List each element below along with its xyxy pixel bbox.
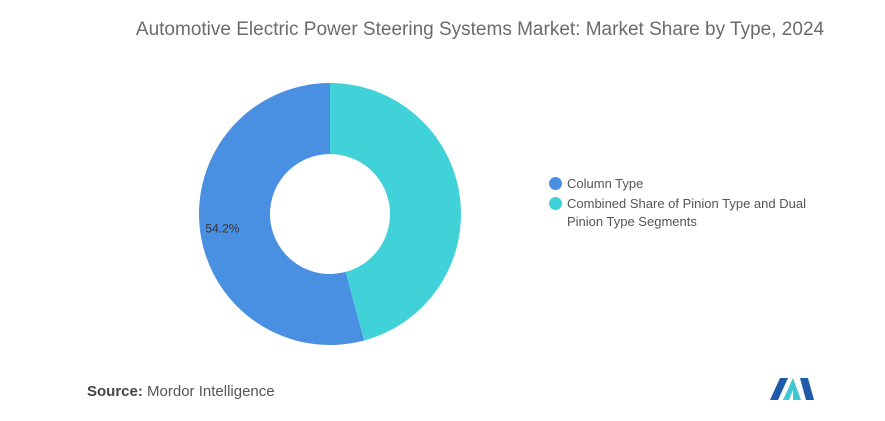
- legend-label-pinion-type: Combined Share of Pinion Type and Dual P…: [567, 196, 806, 229]
- legend-item-column-type: Column Type: [549, 175, 839, 193]
- legend-label-column-type: Column Type: [567, 176, 644, 191]
- source-line: Source: Mordor Intelligence: [87, 383, 275, 400]
- donut-slice-1: [198, 83, 365, 345]
- legend-swatch-column-type: [549, 177, 562, 190]
- logo-left-shape: [770, 378, 788, 400]
- logo-right-shape: [800, 378, 814, 400]
- source-prefix: Source:: [87, 383, 143, 400]
- legend-item-pinion-type: Combined Share of Pinion Type and Dual P…: [549, 195, 839, 231]
- chart-legend: Column Type Combined Share of Pinion Typ…: [549, 175, 839, 233]
- chart-title: Automotive Electric Power Steering Syste…: [135, 19, 825, 40]
- legend-swatch-pinion-type: [549, 197, 562, 210]
- mordor-intelligence-logo: [770, 378, 814, 400]
- donut-data-label-1: 54.2%: [205, 221, 239, 235]
- logo-mid-shape: [783, 378, 801, 400]
- source-text: Mordor Intelligence: [147, 383, 275, 400]
- donut-slice-2: [330, 83, 461, 341]
